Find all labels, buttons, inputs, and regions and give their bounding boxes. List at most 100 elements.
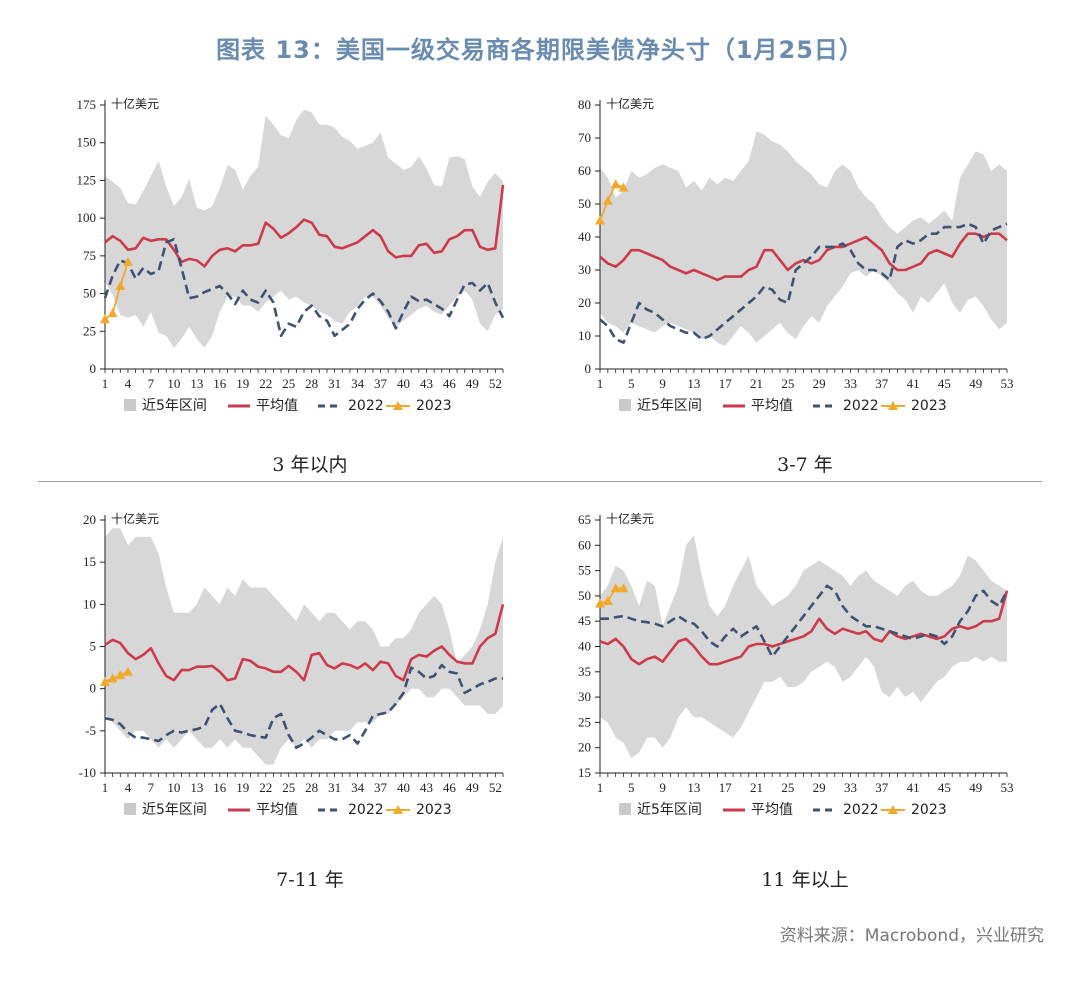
y-tick-label: 50 [578, 196, 591, 211]
series-2023-marker [595, 215, 605, 225]
y-tick-label: 55 [578, 563, 591, 578]
series-2023-line [599, 183, 624, 221]
series-average-line [104, 603, 505, 682]
y-tick-label: 50 [83, 286, 96, 301]
x-tick-label: 29 [813, 780, 826, 795]
x-tick-label: 37 [374, 780, 388, 795]
legend-2022-label: 2022 [348, 802, 384, 818]
series-2023-marker [618, 583, 629, 593]
x-tick-label: 37 [374, 376, 388, 391]
y-tick-label: 25 [83, 323, 96, 338]
x-tick-label: 16 [213, 376, 227, 391]
legend-2022-label: 2022 [843, 398, 879, 414]
x-tick-label: 1 [597, 376, 604, 391]
x-tick-label: 1 [102, 376, 109, 391]
x-tick-label: 40 [397, 376, 410, 391]
x-tick-label: 9 [659, 376, 666, 391]
x-tick-label: 49 [466, 780, 479, 795]
x-tick-label: 1 [102, 780, 109, 795]
figure-title: 图表 13：美国一级交易商各期限美债净头寸（1月25日） [216, 36, 864, 64]
legend-average-label: 平均值 [751, 398, 793, 414]
y-tick-label: 30 [578, 262, 591, 277]
x-tick-label: 21 [750, 780, 763, 795]
legend-2022-label: 2022 [843, 802, 879, 818]
y-tick-label: 45 [578, 613, 591, 628]
x-tick-label: 37 [875, 780, 889, 795]
y-tick-label: 20 [578, 295, 591, 310]
x-tick-label: 13 [687, 780, 700, 795]
chart-panel-under-3y: 0 25 50 75 100 125 150 175 1 4 7 10 13 16 19 22 25 28 31 34… [40, 88, 580, 498]
x-tick-label: 29 [813, 376, 826, 391]
series-2022-line [104, 663, 503, 749]
series-average-line [104, 184, 505, 268]
y-tick-label: -5 [85, 723, 96, 738]
series-2023-marker [107, 308, 118, 318]
x-tick-label: 41 [907, 376, 920, 391]
chart-caption: 7-11 年 [276, 869, 344, 891]
x-tick-label: 52 [489, 376, 502, 391]
y-tick-label: 15 [578, 765, 591, 780]
y-tick-label: 15 [83, 554, 96, 569]
band-5yr-range [105, 109, 503, 348]
series-2023-marker [100, 314, 110, 324]
x-tick-label: 17 [719, 780, 733, 795]
series-2023-marker [100, 676, 110, 686]
chart-panel-7-11y: -10 -5 0 5 10 15 20 1 4 7 10 13 16 19 22 25 28 31 34 37 40 43… [40, 503, 580, 913]
y-tick-label: 0 [90, 361, 97, 376]
x-tick-label: 34 [351, 376, 365, 391]
y-tick-label: 10 [83, 596, 96, 611]
x-tick-label: 49 [969, 780, 982, 795]
x-tick-label: 1 [597, 780, 604, 795]
x-tick-label: 40 [397, 780, 410, 795]
chart-3-7y: 0 10 20 30 40 50 60 70 80 1 5 9 13 17 21 25 29 33 37 41 45 49… [578, 96, 1014, 414]
x-tick-label: 5 [628, 780, 635, 795]
legend-2023-label: 2023 [416, 398, 452, 414]
series-2023-marker [602, 595, 613, 605]
source-note: 资料来源：Macrobond，兴业研究 [779, 926, 1044, 946]
y-tick-label: 0 [90, 681, 97, 696]
y-tick-label: 70 [578, 130, 591, 145]
y-tick-label: 0 [585, 361, 592, 376]
series-2023-marker [122, 256, 133, 266]
x-tick-label: 4 [125, 376, 132, 391]
unit-label: 十亿美元 [111, 96, 159, 111]
x-tick-label: 52 [489, 780, 502, 795]
x-tick-label: 22 [259, 376, 272, 391]
y-tick-label: 75 [83, 248, 96, 263]
series-2022-line [103, 238, 505, 338]
series-2023-line [104, 670, 129, 683]
y-tick-label: 65 [578, 512, 591, 527]
y-tick-label: 25 [578, 714, 591, 729]
legend-band-swatch [124, 399, 136, 411]
y-tick-label: 125 [77, 172, 97, 187]
legend-2023-marker [888, 401, 898, 410]
legend-2022-label: 2022 [348, 398, 384, 414]
x-tick-label: 19 [236, 780, 249, 795]
y-tick-label: 60 [578, 163, 591, 178]
x-tick-label: 45 [938, 780, 951, 795]
series-2023-marker [595, 598, 605, 608]
series-2023-marker [610, 583, 621, 593]
x-tick-label: 25 [781, 780, 794, 795]
legend-2023-marker [393, 401, 403, 410]
y-tick-label: 80 [578, 97, 591, 112]
x-tick-label: 43 [420, 376, 433, 391]
x-tick-label: 25 [282, 376, 295, 391]
band-5yr-range [600, 535, 1007, 758]
x-tick-label: 46 [443, 780, 457, 795]
x-tick-label: 10 [167, 780, 180, 795]
legend-band-label: 近5年区间 [142, 802, 207, 818]
x-tick-label: 4 [125, 780, 132, 795]
y-tick-label: 35 [578, 664, 591, 679]
x-tick-label: 7 [148, 376, 155, 391]
section-divider [38, 481, 1042, 482]
x-tick-label: 33 [844, 780, 857, 795]
series-average-line [599, 590, 1009, 666]
x-tick-label: 46 [443, 376, 457, 391]
x-tick-label: 34 [351, 780, 365, 795]
x-tick-label: 53 [1001, 780, 1014, 795]
series-2023-marker [115, 670, 126, 680]
chart-7-11y: -10 -5 0 5 10 15 20 1 4 7 10 13 16 19 22 25 28 31 34 37 40 43… [79, 511, 505, 818]
x-tick-label: 9 [659, 780, 666, 795]
legend-band-label: 近5年区间 [637, 398, 702, 414]
